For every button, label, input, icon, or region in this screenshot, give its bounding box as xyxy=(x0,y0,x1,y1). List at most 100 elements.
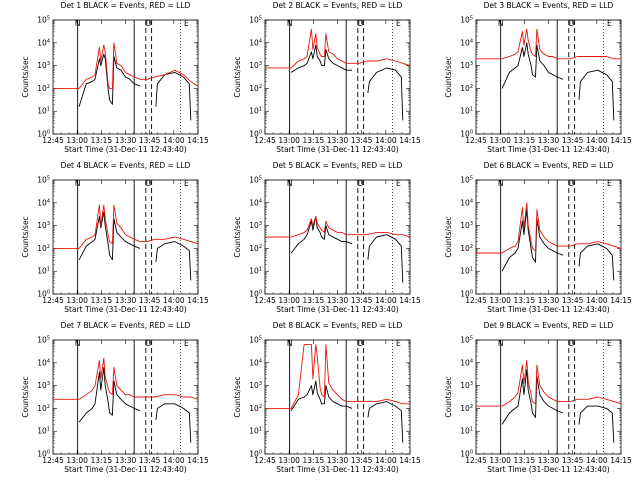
y-tick-label: 101 xyxy=(249,267,262,276)
lld-series-line xyxy=(265,216,352,238)
y-tick-label: 103 xyxy=(460,221,473,230)
y-tick-label: 100 xyxy=(249,290,262,299)
x-tick-label: 13:30 xyxy=(538,456,560,465)
x-tick-label: 13:45 xyxy=(351,136,373,145)
lld-series-line xyxy=(53,204,141,249)
events-series-line xyxy=(578,405,615,443)
lld-series-line xyxy=(563,56,621,60)
chart-panel-8: 100 101 102 103 104 105 12:45 13:00 13:15 13:30 13… xyxy=(233,321,421,474)
y-tick-label: 104 xyxy=(37,198,50,207)
x-tick-label: 14:15 xyxy=(399,456,421,465)
flag-label: N xyxy=(75,19,81,28)
events-series-line xyxy=(501,209,564,272)
plot-frame xyxy=(264,19,411,135)
y-tick-label: 104 xyxy=(37,358,50,367)
y-tick-label: 100 xyxy=(460,290,473,299)
x-axis-label: Start Time (31-Dec-11 12:43:40) xyxy=(487,145,609,154)
flag-label: N xyxy=(287,19,293,28)
x-tick-label: 13:15 xyxy=(303,456,325,465)
y-tick-label: 100 xyxy=(249,130,262,139)
x-tick-label: 13:30 xyxy=(115,456,137,465)
flag-label: D xyxy=(569,339,575,348)
x-tick-label: 13:45 xyxy=(351,296,373,305)
y-tick-label: 100 xyxy=(460,450,473,459)
x-axis-label: Start Time (31-Dec-11 12:43:40) xyxy=(276,145,398,154)
x-tick-label: 12:45 xyxy=(42,296,64,305)
x-tick-label: 13:45 xyxy=(139,136,161,145)
y-tick-label: 103 xyxy=(460,381,473,390)
x-tick-label: 14:00 xyxy=(586,456,608,465)
x-tick-label: 13:00 xyxy=(66,456,88,465)
events-series-line xyxy=(501,369,564,425)
flag-label: N xyxy=(498,179,504,188)
chart-panel-2: 100 101 102 103 104 105 12:45 13:00 13:15 13:30 13… xyxy=(233,1,421,154)
y-axis-label: Counts/sec xyxy=(21,376,30,417)
lld-series-line xyxy=(140,394,199,400)
events-series-line xyxy=(290,380,353,411)
lld-series-line xyxy=(352,231,411,238)
x-tick-label: 12:45 xyxy=(254,296,276,305)
chart-title: Det 2 BLACK = Events, RED = LLD xyxy=(273,1,403,10)
lld-series-line xyxy=(265,344,352,409)
x-tick-label: 13:45 xyxy=(562,136,584,145)
x-tick-label: 12:45 xyxy=(465,456,487,465)
flag-label: D xyxy=(358,179,364,188)
x-axis-label: Start Time (31-Dec-11 12:43:40) xyxy=(487,305,609,314)
chart-title: Det 1 BLACK = Events, RED = LLD xyxy=(61,1,191,10)
flag-label: N xyxy=(287,179,293,188)
y-axis-label: Counts/sec xyxy=(233,56,242,97)
y-tick-label: 103 xyxy=(249,381,262,390)
x-tick-label: 14:15 xyxy=(187,136,209,145)
y-axis-label: Counts/sec xyxy=(444,376,453,417)
flag-label: E xyxy=(184,19,189,28)
x-tick-label: 12:45 xyxy=(254,136,276,145)
lld-series-line xyxy=(563,241,622,249)
chart-panel-5: 100 101 102 103 104 105 12:45 13:00 13:15 13:30 13… xyxy=(233,161,421,314)
x-tick-label: 14:15 xyxy=(187,296,209,305)
lld-series-line xyxy=(140,69,199,87)
y-tick-label: 104 xyxy=(460,358,473,367)
events-series-line xyxy=(501,42,564,89)
y-tick-label: 102 xyxy=(37,244,50,253)
flag-label: E xyxy=(607,19,612,28)
x-tick-label: 13:30 xyxy=(115,296,137,305)
y-tick-label: 104 xyxy=(249,38,262,47)
y-tick-label: 105 xyxy=(249,16,262,25)
flag-label: N xyxy=(287,339,293,348)
y-tick-label: 103 xyxy=(460,61,473,70)
x-tick-label: 13:30 xyxy=(327,456,349,465)
x-tick-label: 13:30 xyxy=(327,296,349,305)
flag-label: E xyxy=(396,339,401,348)
events-series-line xyxy=(155,241,192,281)
y-tick-label: 103 xyxy=(37,381,50,390)
y-tick-label: 101 xyxy=(37,267,50,276)
flag-label: N xyxy=(498,19,504,28)
y-tick-label: 102 xyxy=(37,404,50,413)
y-tick-label: 102 xyxy=(249,244,262,253)
chart-title: Det 5 BLACK = Events, RED = LLD xyxy=(273,161,403,170)
events-series-line xyxy=(155,403,192,443)
x-tick-label: 13:45 xyxy=(139,296,161,305)
x-tick-label: 12:45 xyxy=(42,456,64,465)
y-tick-label: 101 xyxy=(249,427,262,436)
y-tick-label: 101 xyxy=(37,427,50,436)
x-tick-label: 12:45 xyxy=(465,136,487,145)
y-tick-label: 101 xyxy=(37,107,50,116)
events-series-line xyxy=(290,216,353,254)
y-tick-label: 105 xyxy=(37,176,50,185)
events-series-line xyxy=(578,69,615,121)
y-tick-label: 105 xyxy=(460,336,473,345)
lld-series-line xyxy=(563,396,622,405)
y-tick-label: 103 xyxy=(249,61,262,70)
flag-label: D xyxy=(358,19,364,28)
chart-panel-3: 100 101 102 103 104 105 12:45 13:00 13:15 13:30 13… xyxy=(444,1,632,154)
x-tick-label: 13:00 xyxy=(489,136,511,145)
x-axis-label: Start Time (31-Dec-11 12:43:40) xyxy=(64,465,186,474)
x-axis-label: Start Time (31-Dec-11 12:43:40) xyxy=(64,305,186,314)
y-tick-label: 104 xyxy=(37,38,50,47)
x-tick-label: 13:15 xyxy=(91,456,113,465)
events-series-line xyxy=(578,243,615,281)
chart-panel-9: 100 101 102 103 104 105 12:45 13:00 13:15 13:30 13… xyxy=(444,321,632,474)
x-tick-label: 14:00 xyxy=(586,296,608,305)
